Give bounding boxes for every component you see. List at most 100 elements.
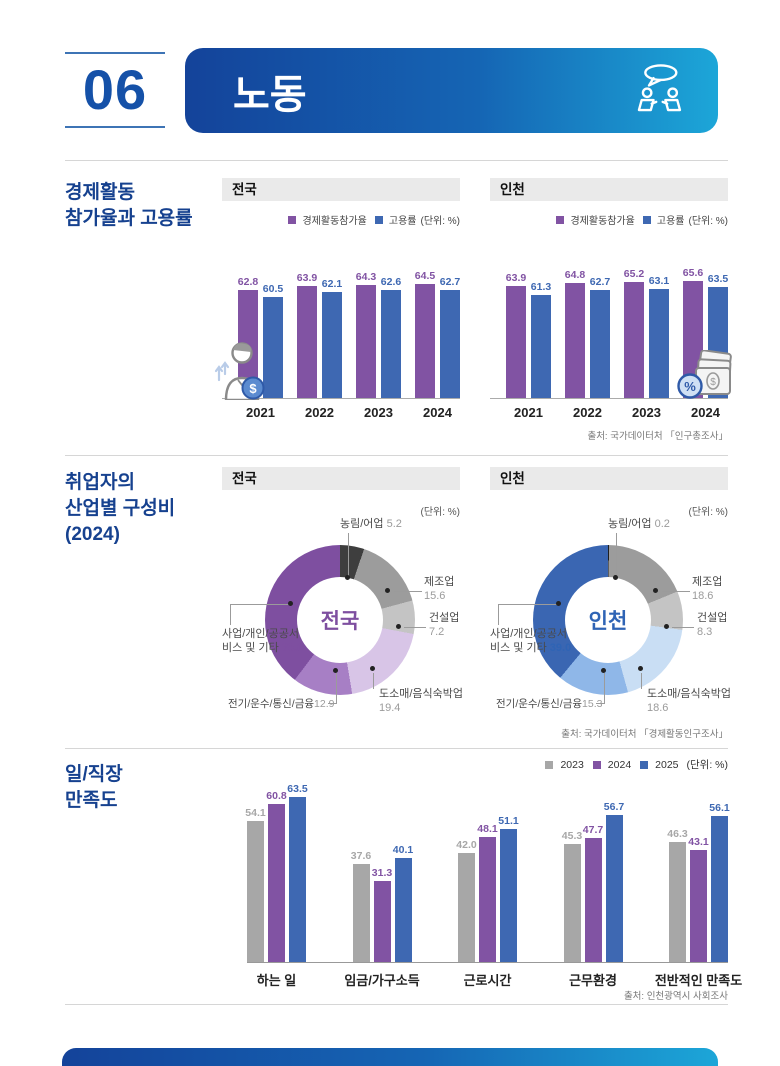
s2-unit: (단위: %) <box>688 507 728 518</box>
legend-label-employment: 고용률 <box>388 216 417 227</box>
section1-title-line2: 참가율과 고용률 <box>65 208 193 229</box>
bar-value-label: 65.2 <box>623 267 645 280</box>
bar <box>394 857 412 962</box>
section-divider <box>65 1004 728 1005</box>
donut-segment-label: 농림/어업 5.2 <box>340 518 402 530</box>
leader-dot <box>370 666 375 671</box>
bar <box>263 297 283 398</box>
leader-line <box>336 673 337 703</box>
bar-value-label: 45.3 <box>561 830 583 843</box>
year-label: 2021 <box>514 405 543 420</box>
next-section-banner-partial <box>62 1048 718 1066</box>
leader-line <box>596 703 605 704</box>
legend-label-participation: 경제활동참가율 <box>570 216 635 227</box>
bar-value-label: 62.7 <box>589 276 611 289</box>
region-header-national: 전국 <box>222 467 460 490</box>
section-divider <box>65 748 728 749</box>
donut-segment-label: 전기/운수/통신/금융15.3 <box>496 698 603 710</box>
leader-dot <box>288 601 293 606</box>
donut-chart-national: 전국 <box>265 545 415 695</box>
legend-swatch-participation <box>556 215 565 224</box>
section1-title-line1: 경제활동 <box>65 182 135 203</box>
leader-line <box>498 604 558 605</box>
bar <box>322 292 342 398</box>
section2-title-line1: 취업자의 <box>65 472 135 493</box>
section-divider <box>65 160 728 161</box>
page-title: 노동 <box>233 72 307 117</box>
bar <box>238 289 258 398</box>
year-label: 2023 <box>632 405 661 420</box>
leader-line <box>230 604 231 625</box>
section3-title-line2: 만족도 <box>65 790 118 811</box>
leader-line <box>662 591 690 592</box>
s1-panel-national: 전국 경제활동참가율 고용률 (단위: %) 62.8 60.5 2021 63.9 6… <box>214 178 460 433</box>
bar <box>352 864 370 962</box>
donut-chart-incheon: 인천 <box>533 545 683 695</box>
bar-value-label: 60.5 <box>262 283 284 296</box>
bar-value-label: 63.5 <box>287 782 308 795</box>
svg-text:$: $ <box>710 377 716 388</box>
leader-dot <box>613 575 618 580</box>
donut-segment-label: 건설업 7.2 <box>429 612 460 638</box>
donut-hole: 인천 <box>565 577 651 663</box>
section1-title: 경제활동 참가율과 고용률 <box>65 180 193 232</box>
bar <box>479 836 496 962</box>
section2-title: 취업자의 산업별 구성비 (2024) <box>65 470 175 548</box>
bar-value-label: 31.3 <box>371 866 393 879</box>
category-label: 임금/가구소득 <box>344 973 420 988</box>
region-header-national: 전국 <box>222 178 460 201</box>
bar <box>506 286 526 398</box>
bar <box>500 829 517 962</box>
bar <box>458 852 475 962</box>
donut-center-label: 전국 <box>320 610 360 633</box>
legend-unit: (단위: %) <box>688 216 728 227</box>
leader-line <box>604 673 605 703</box>
donut-segment-label: 사업/개인/공공서비스 및 기타 39.0 <box>490 628 572 654</box>
year-label: 2021 <box>246 405 275 420</box>
leader-line <box>616 533 617 577</box>
section-number-block: 06 <box>65 52 165 128</box>
leader-dot <box>385 588 390 593</box>
bar-value-label: 42.0 <box>456 838 477 851</box>
legend-label-2023: 2023 <box>560 758 584 771</box>
s2-source: 출처: 국가데이터처 「경제활동인구조사」 <box>561 729 728 740</box>
bar-value-label: 62.6 <box>380 276 402 289</box>
section-divider <box>65 455 728 456</box>
category-label: 하는 일 <box>256 973 297 988</box>
bar <box>565 283 585 398</box>
bar <box>584 837 602 962</box>
leader-dot <box>345 575 350 580</box>
leader-line <box>641 673 642 689</box>
leader-line <box>348 533 349 577</box>
bar <box>531 294 551 398</box>
bar-value-label: 60.8 <box>266 789 287 802</box>
bar <box>440 290 460 398</box>
bar-chart-incheon: 63.9 61.3 2021 64.8 62.7 2022 65.2 63.1 2023 65.6… <box>490 246 728 436</box>
bar-value-label: 64.3 <box>355 270 377 283</box>
donut-segment-label: 도소매/음식숙박업 18.6 <box>647 688 732 714</box>
donut-segment-label: 도소매/음식숙박업 19.4 <box>379 688 464 714</box>
bar <box>590 290 610 398</box>
bar-value-label: 64.5 <box>414 270 436 283</box>
legend-swatch-employment <box>374 215 383 224</box>
year-label: 2024 <box>423 405 452 420</box>
bar-value-label: 65.6 <box>682 266 704 279</box>
bar-value-label: 54.1 <box>245 807 266 820</box>
bar <box>624 281 644 398</box>
bar <box>669 841 686 962</box>
bar-value-label: 47.7 <box>582 823 604 836</box>
svg-text:$: $ <box>249 381 257 396</box>
leader-dot <box>556 601 561 606</box>
bar-value-label: 63.9 <box>505 272 527 285</box>
legend-swatch-participation <box>288 215 297 224</box>
legend-swatch-2024 <box>592 760 601 769</box>
s3-source: 출처: 인천광역시 사회조사 <box>623 991 728 1002</box>
leader-dot <box>653 588 658 593</box>
legend-label-2024: 2024 <box>607 758 632 771</box>
s1-panel-incheon: 인천 경제활동참가율 고용률 (단위: %) 63.9 61.3 2021 64.8 6… <box>490 178 732 436</box>
leader-line <box>498 604 499 625</box>
donut-segment-label: 농림/어업 0.2 <box>608 518 670 530</box>
donut-segment-label: 건설업 8.3 <box>697 612 728 638</box>
bar-value-label: 61.3 <box>530 280 552 293</box>
